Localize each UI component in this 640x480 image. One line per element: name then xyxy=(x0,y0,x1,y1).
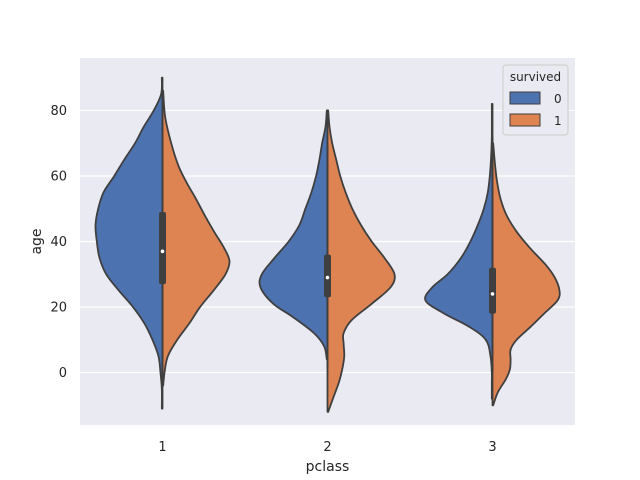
x-tick-label-1: 1 xyxy=(158,440,166,455)
violin-class-1-survived-1 xyxy=(161,89,231,387)
violin-class-2-survived-0 xyxy=(258,109,329,361)
y-axis-label: age xyxy=(29,228,45,254)
median-dot-class-2 xyxy=(325,275,330,280)
violin-class-2-survived-1 xyxy=(326,109,396,413)
y-tick-labels: 0 20 40 60 80 xyxy=(50,104,67,381)
x-tick-labels: 1 2 3 xyxy=(158,440,496,455)
iqr-box-class-1 xyxy=(159,212,166,285)
violins xyxy=(94,76,561,413)
x-tick-label-3: 3 xyxy=(488,440,496,455)
legend-title: survived xyxy=(510,70,561,84)
legend-label-0: 0 xyxy=(554,92,562,106)
y-tick-label-20: 20 xyxy=(50,301,67,316)
inner-boxes xyxy=(159,97,496,373)
y-tick-label-40: 40 xyxy=(50,235,67,250)
y-tick-label-60: 60 xyxy=(50,169,67,184)
violin-class-3-survived-1 xyxy=(491,142,561,407)
legend-label-1: 1 xyxy=(554,114,562,128)
median-dot-class-3 xyxy=(490,292,495,296)
y-tick-label-0: 0 xyxy=(59,366,67,381)
legend-swatch-1 xyxy=(509,113,541,127)
legend-swatch-0 xyxy=(509,91,541,105)
iqr-box-class-3 xyxy=(489,267,496,314)
x-tick-label-2: 2 xyxy=(323,440,331,455)
violin-class-1-survived-0 xyxy=(94,76,164,410)
y-tick-label-80: 80 xyxy=(50,104,67,119)
x-axis-label: pclass xyxy=(306,459,350,475)
legend: survived 0 1 xyxy=(502,64,569,136)
violin-class-3-survived-0 xyxy=(424,102,494,400)
median-dot-class-1 xyxy=(160,249,165,254)
